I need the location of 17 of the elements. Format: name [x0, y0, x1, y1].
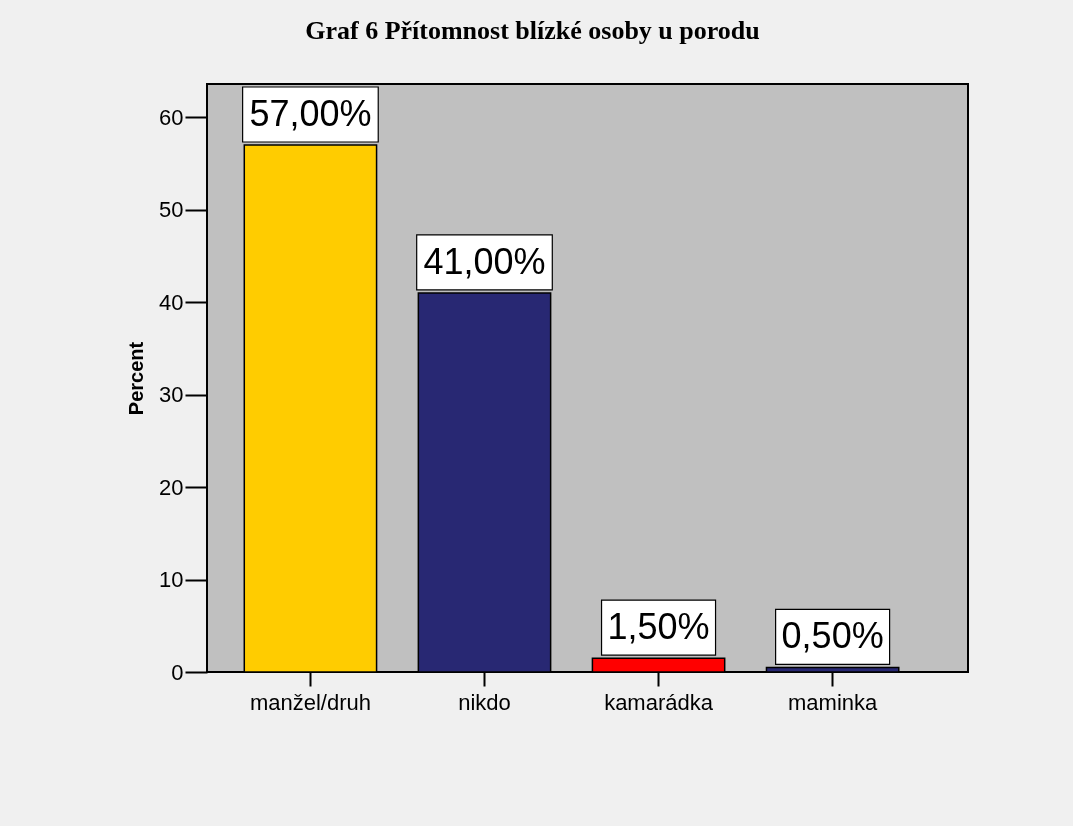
- x-tick-label: kamarádka: [604, 689, 714, 715]
- x-tick-label: manžel/druh: [249, 689, 371, 715]
- y-tick-label: 50: [159, 197, 184, 223]
- chart-title: Graf 6 Přítomnost blízké osoby u porodu: [305, 16, 760, 45]
- x-tick-label: maminka: [787, 689, 878, 715]
- y-tick-label: 20: [159, 474, 184, 500]
- data-label: 0,50%: [781, 615, 884, 657]
- data-label: 41,00%: [423, 240, 546, 282]
- y-tick-label: 30: [159, 382, 184, 408]
- y-tick-label: 60: [159, 104, 184, 130]
- x-tick-label: nikdo: [458, 689, 511, 715]
- y-axis-title: Percent: [125, 341, 148, 416]
- y-tick-label: 10: [159, 567, 184, 593]
- y-tick-label: 40: [159, 289, 184, 315]
- data-label: 57,00%: [249, 93, 372, 135]
- data-label: 1,50%: [607, 606, 710, 648]
- y-tick-label: 0: [171, 659, 184, 685]
